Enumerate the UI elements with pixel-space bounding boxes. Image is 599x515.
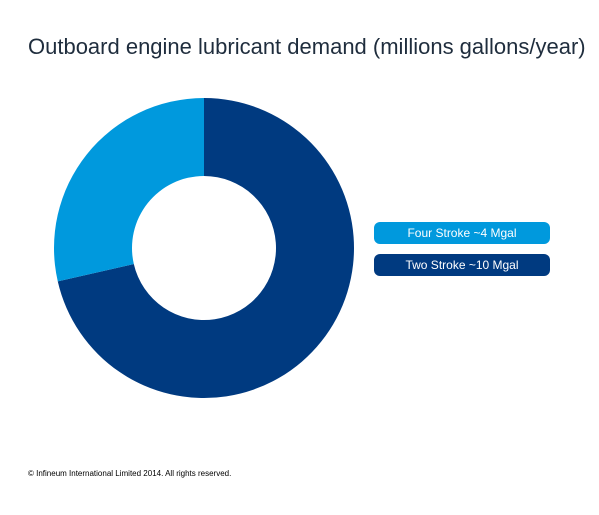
slice-four-stroke [53, 98, 204, 282]
chart-title: Outboard engine lubricant demand (millio… [28, 34, 586, 59]
chart-legend: Four Stroke ~4 Mgal Two Stroke ~10 Mgal [374, 222, 550, 286]
legend-item-two-stroke: Two Stroke ~10 Mgal [374, 254, 550, 276]
copyright-notice: © Infineum International Limited 2014. A… [28, 469, 232, 478]
slice-two-stroke [57, 98, 355, 399]
legend-item-four-stroke: Four Stroke ~4 Mgal [374, 222, 550, 244]
